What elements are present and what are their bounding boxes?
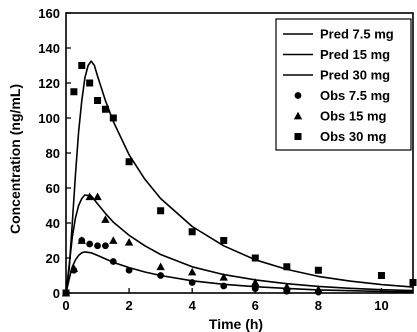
data-point xyxy=(94,242,101,250)
legend-label: Pred 30 mg xyxy=(320,68,390,83)
legend-box xyxy=(275,18,412,151)
data-point xyxy=(283,263,291,271)
y-tick-label: 60 xyxy=(46,181,60,196)
legend-label: Pred 15 mg xyxy=(320,47,390,62)
legend-item: Pred 7.5 mg xyxy=(283,27,394,42)
data-point xyxy=(220,282,228,290)
series-line xyxy=(65,194,414,294)
data-point xyxy=(220,237,228,244)
legend-marker-swatch xyxy=(294,133,302,140)
data-point xyxy=(156,262,165,271)
y-tick-label: 80 xyxy=(46,146,60,161)
legend-item: Obs 30 mg xyxy=(294,129,387,144)
data-point xyxy=(314,285,323,293)
data-point xyxy=(102,242,109,250)
legend-label: Obs 30 mg xyxy=(320,129,387,144)
data-point xyxy=(62,289,70,297)
data-point xyxy=(188,228,196,236)
legend-label: Pred 7.5 mg xyxy=(320,27,394,42)
legend-item: Pred 15 mg xyxy=(283,47,390,62)
data-point xyxy=(93,192,102,201)
legend-marker-swatch xyxy=(294,92,302,99)
legend-marker-swatch xyxy=(293,111,303,120)
legend-item: Obs 7.5 mg xyxy=(294,88,390,103)
series-pred-30-mg xyxy=(65,60,414,294)
series-line xyxy=(65,60,414,294)
y-tick-label: 120 xyxy=(38,76,60,91)
y-tick-label: 160 xyxy=(38,6,60,21)
data-point xyxy=(219,273,228,281)
legend-label: Obs 15 mg xyxy=(320,109,387,124)
data-point xyxy=(77,236,86,244)
series-line xyxy=(65,251,414,294)
data-point xyxy=(125,266,133,274)
x-tick-label: 4 xyxy=(189,298,197,313)
y-tick-label: 100 xyxy=(38,111,60,126)
y-tick-label: 0 xyxy=(53,286,60,301)
x-axis-title: Time (h) xyxy=(209,316,263,332)
data-point xyxy=(78,62,86,69)
legend: Pred 7.5 mg Pred 15 mg Pred 30 mg Obs 7.5 m… xyxy=(275,18,412,151)
data-point xyxy=(86,240,94,248)
legend-item: Obs 15 mg xyxy=(293,109,387,124)
legend-item: Pred 30 mg xyxy=(283,68,390,83)
data-point xyxy=(377,272,385,279)
data-point xyxy=(157,272,165,279)
legend-label: Obs 7.5 mg xyxy=(320,88,390,103)
data-point xyxy=(157,207,165,215)
ticks: 0 20 40 60 80 100 120 140 160 0 2 4 6 8 10 xyxy=(38,6,388,313)
x-tick-label: 10 xyxy=(374,298,388,313)
y-tick-label: 140 xyxy=(38,41,60,56)
data-point xyxy=(409,279,417,286)
data-point xyxy=(187,267,197,276)
y-axis-title: Concentration (ng/mL) xyxy=(7,84,23,234)
x-tick-label: 0 xyxy=(62,298,69,313)
data-point xyxy=(251,254,259,262)
data-point xyxy=(251,285,259,293)
data-point xyxy=(69,264,79,272)
data-point xyxy=(125,158,133,166)
series-pred-15-mg xyxy=(65,194,414,294)
data-point xyxy=(109,258,117,265)
data-point xyxy=(86,79,94,87)
x-tick-label: 6 xyxy=(252,298,259,313)
series-obs-30-mg xyxy=(62,62,417,297)
data-point xyxy=(251,278,260,286)
series-pred-7-5-mg xyxy=(65,251,414,294)
y-tick-label: 40 xyxy=(46,216,60,231)
data-point xyxy=(85,192,94,201)
x-tick-label: 2 xyxy=(125,298,132,313)
y-tick-label: 20 xyxy=(46,251,60,266)
data-point xyxy=(70,88,78,96)
x-tick-label: 8 xyxy=(315,298,322,313)
data-point xyxy=(282,282,292,291)
data-point xyxy=(94,97,102,104)
data-point xyxy=(109,236,118,244)
data-point xyxy=(124,238,134,246)
data-point xyxy=(101,105,109,113)
series-layer xyxy=(61,60,417,297)
data-point xyxy=(314,266,322,274)
data-point xyxy=(109,114,117,122)
data-point xyxy=(188,279,196,286)
data-point xyxy=(101,215,110,223)
